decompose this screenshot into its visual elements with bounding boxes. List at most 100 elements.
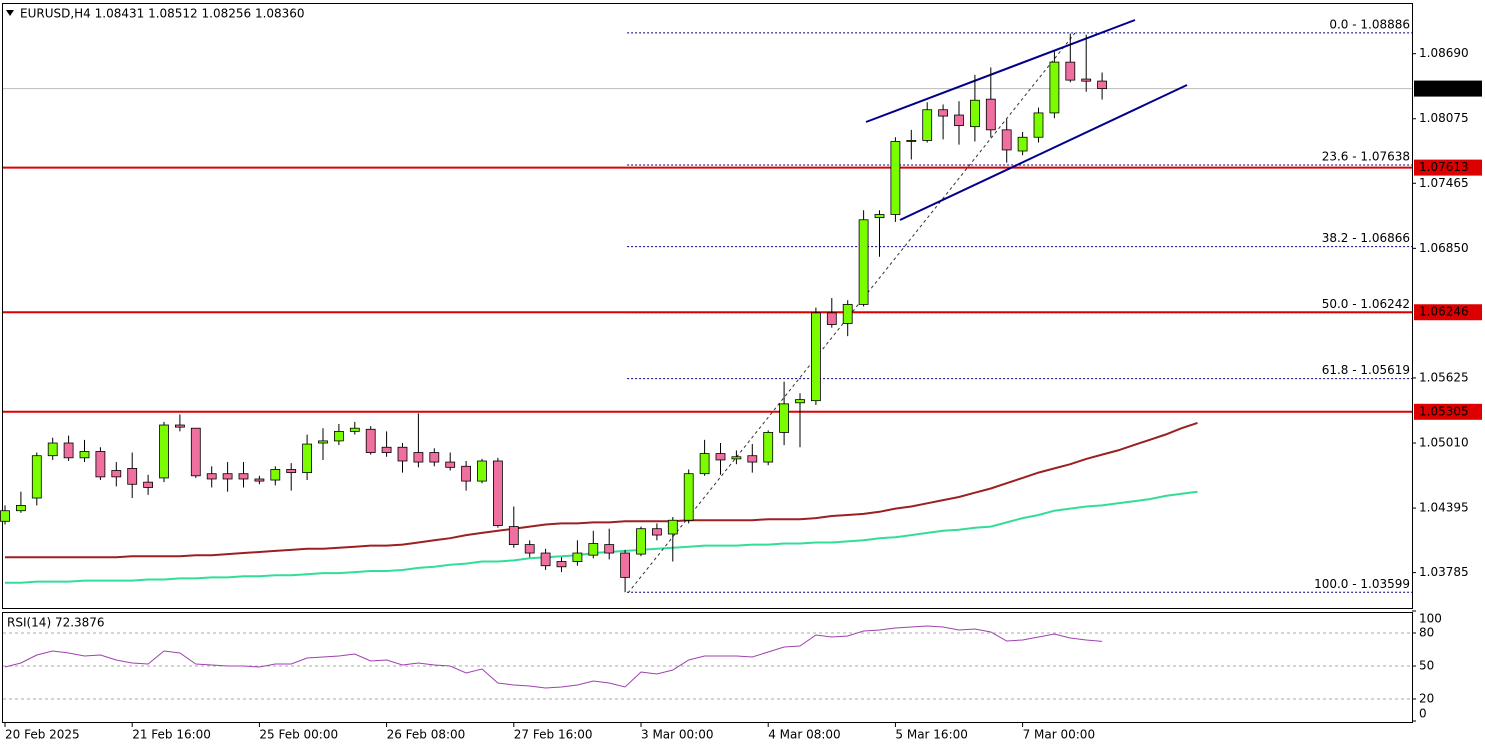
candle-body: [938, 109, 948, 117]
candle-body: [349, 427, 360, 432]
last-price-box: [1414, 80, 1482, 97]
candle-body: [47, 442, 58, 457]
candle-body: [842, 304, 853, 324]
candle-body: [31, 455, 42, 499]
candle-body: [954, 114, 964, 127]
candles-layer: [0, 33, 1107, 593]
y-tick-label: 1.05625: [1419, 370, 1469, 384]
candle-body: [318, 440, 328, 444]
x-tick-label: 21 Feb 16:00: [132, 728, 211, 742]
candle-body: [540, 552, 551, 567]
candle-body: [143, 481, 154, 488]
channel-lower: [899, 84, 1188, 221]
rsi-tick-label: 80: [1419, 626, 1434, 640]
y-tick-label: 1.07465: [1419, 176, 1469, 190]
fib-label: 50.0 - 1.06242: [1322, 297, 1410, 311]
candle-body: [1033, 112, 1044, 138]
x-tick-label: 25 Feb 00:00: [259, 728, 338, 742]
y-tick-label: 1.03785: [1419, 565, 1469, 579]
x-tick-label: 27 Feb 16:00: [514, 728, 593, 742]
menu-triangle: [6, 10, 14, 16]
candle-body: [524, 544, 535, 554]
candle-body: [731, 456, 742, 460]
x-tick-label: 26 Feb 08:00: [387, 728, 466, 742]
rsi-tick-label: 50: [1419, 659, 1434, 673]
moving-average: [5, 421, 1198, 559]
candle-body: [1081, 78, 1092, 82]
candle-body: [572, 552, 583, 562]
x-tick-label: 7 Mar 00:00: [1023, 728, 1096, 742]
candle-body: [206, 473, 217, 480]
candle-body: [1065, 61, 1076, 81]
candle-body: [826, 312, 837, 325]
candle-body: [556, 561, 567, 568]
candle-body: [795, 399, 805, 404]
candle-body: [445, 461, 456, 468]
candle-body: [254, 478, 265, 482]
x-tick-label: 20 Feb 2025: [5, 728, 80, 742]
candle-body: [397, 446, 408, 462]
levels-layer: 0.0 - 1.08886 23.6 - 1.07638 38.2 - 1.0686…: [3, 17, 1412, 700]
candle-body: [15, 505, 26, 512]
candle-body: [477, 460, 487, 482]
candle-body: [763, 432, 774, 463]
x-tick-label: 4 Mar 08:00: [768, 728, 841, 742]
candle-body: [413, 452, 424, 463]
candle-body: [95, 451, 106, 478]
fib-label: 38.2 - 1.06866: [1322, 231, 1410, 245]
price-panel-frame: [2, 3, 1413, 609]
candle-body: [222, 473, 233, 480]
candle-body: [683, 473, 694, 521]
candle-body: [238, 473, 249, 480]
candle-body: [159, 424, 169, 479]
axis-layer: 1.08690 1.08075 1.07465 1.06850 1.05625 1.050…: [4, 46, 1482, 742]
candle-body: [667, 519, 678, 535]
candle-body: [1001, 129, 1012, 151]
candle-body: [174, 424, 185, 428]
candle-body: [63, 442, 74, 459]
y-tick-label: 1.08075: [1419, 111, 1469, 125]
chart-title: EURUSD,H4 1.08431 1.08512 1.08256 1.0836…: [20, 7, 305, 21]
level-box: [1414, 159, 1482, 176]
rsi-line: [4, 625, 1103, 689]
level-label: 1.05305: [1419, 404, 1469, 418]
candle-body: [858, 219, 869, 305]
candle-body: [286, 469, 297, 474]
fib-label: 23.6 - 1.07638: [1322, 149, 1410, 163]
candle-body: [190, 427, 201, 477]
candle-body: [779, 403, 789, 433]
candle-body: [127, 468, 138, 485]
candle-body: [1017, 136, 1028, 152]
candle-body: [636, 528, 646, 555]
rsi-tick-label: 0: [1419, 707, 1427, 721]
level-label: 1.07613: [1419, 160, 1469, 174]
candle-body: [604, 544, 615, 554]
candle-body: [1049, 61, 1060, 114]
candle-body: [0, 510, 10, 522]
candle-body: [270, 469, 281, 481]
candle-body: [381, 446, 392, 453]
candle-body: [652, 528, 662, 536]
candle-body: [890, 141, 901, 215]
overlays-layer: [4, 421, 1198, 689]
candle-body: [302, 443, 313, 474]
candle-body: [985, 98, 996, 131]
candle-body: [365, 428, 376, 453]
candle-body: [715, 453, 726, 461]
moving-average: [5, 490, 1198, 584]
candle-body: [922, 109, 933, 141]
x-tick-label: 5 Mar 16:00: [895, 728, 968, 742]
y-tick-label: 1.05010: [1419, 436, 1469, 450]
candle-body: [874, 214, 885, 219]
rsi-tick-label: 100: [1419, 612, 1442, 626]
candle-body: [492, 460, 503, 526]
candle-body: [970, 99, 980, 128]
y-tick-label: 1.06850: [1419, 241, 1469, 255]
candle-body: [811, 312, 821, 402]
candle-body: [1097, 80, 1107, 89]
fib-label: 100.0 - 1.03599: [1314, 577, 1410, 591]
candle-body: [747, 455, 758, 463]
